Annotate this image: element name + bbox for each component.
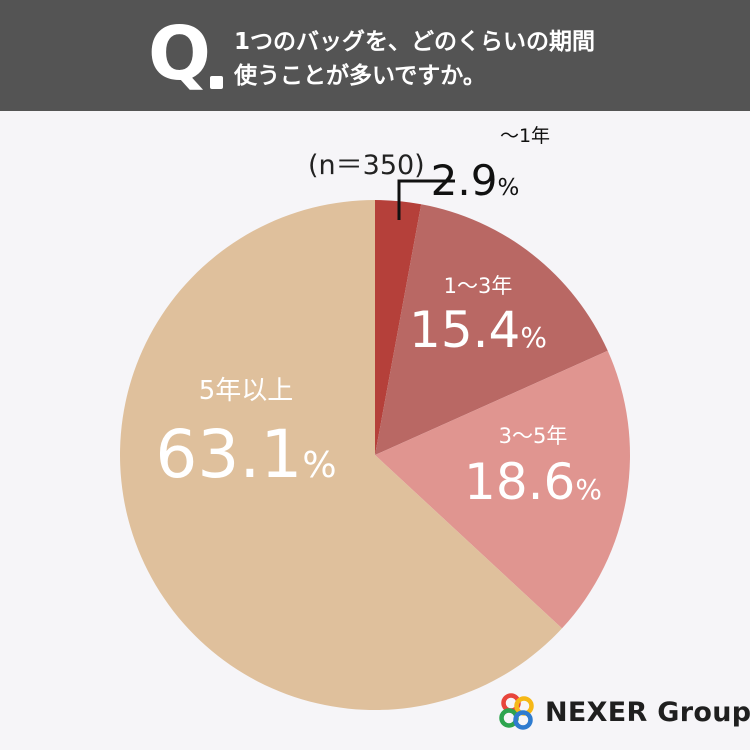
- slice-value-label-3: 63.1%: [155, 416, 336, 493]
- slice-value-label-1: 15.4%: [409, 301, 547, 359]
- question-line-2: 使うことが多いですか。: [234, 63, 486, 89]
- pie-slice-1: [375, 204, 608, 455]
- question-line-1: 1つのバッグを、どのくらいの期間: [234, 29, 596, 55]
- slice-category-label-1: 1～3年: [444, 274, 513, 298]
- slice-value-label-2: 18.6%: [464, 453, 602, 511]
- nexer-logo-icon: [499, 693, 534, 730]
- pie-slice-0: [375, 200, 422, 455]
- question-header: Q 1つのバッグを、どのくらいの期間 使うことが多いですか。: [0, 0, 750, 111]
- pie-slice-3: [119, 200, 562, 711]
- slice-category-label-2: 3～5年: [499, 424, 568, 448]
- q-mark: Q: [148, 11, 211, 97]
- question-text: 1つのバッグを、どのくらいの期間 使うことが多いですか。: [234, 25, 595, 93]
- pie-slice-2: [375, 350, 630, 629]
- nexer-logo: NEXER Group: [497, 690, 750, 734]
- slice-category-label-0: ～1年: [500, 125, 550, 147]
- sample-size-label: (n＝350): [308, 150, 425, 181]
- q-dot: [210, 76, 223, 89]
- slice-category-label-3: 5年以上: [199, 376, 294, 406]
- logo-text: NEXER Group: [545, 696, 750, 728]
- leader-line-0: [397, 179, 455, 220]
